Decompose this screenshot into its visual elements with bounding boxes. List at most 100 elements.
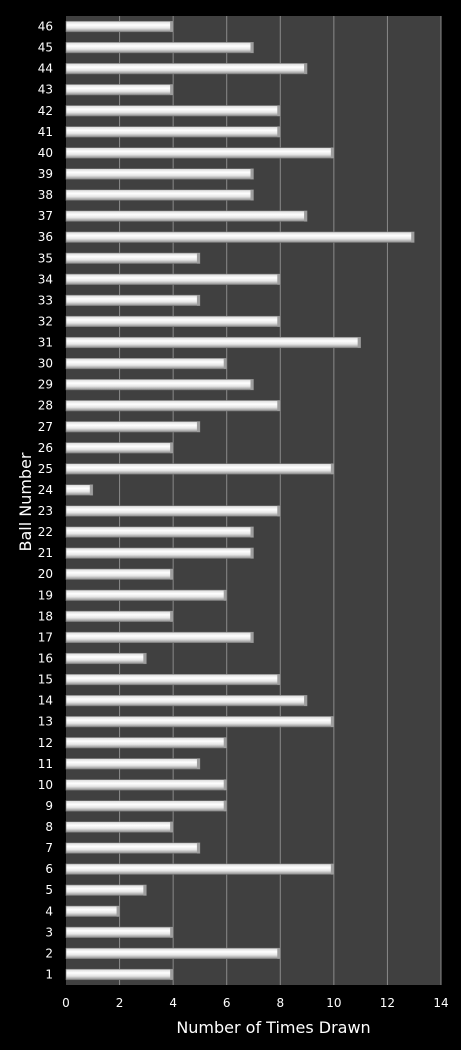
x-tick-label: 8	[276, 996, 284, 1010]
y-tick-label: 3	[45, 925, 53, 939]
bar-end-ball-22	[250, 526, 254, 538]
bar-ball-4	[65, 905, 120, 917]
y-tick-label: 15	[38, 673, 53, 687]
bar-end-ball-13	[330, 716, 334, 727]
bar-end-ball-2	[277, 948, 281, 959]
y-tick-label: 31	[38, 336, 53, 350]
plot-area	[66, 16, 441, 985]
y-tick-label: 6	[45, 862, 53, 876]
bar-end-ball-10	[223, 779, 227, 791]
bar-end-ball-12	[223, 737, 227, 749]
bar-end-ball-25	[330, 463, 334, 475]
bar-ball-15	[65, 673, 281, 686]
y-tick-label: 46	[38, 20, 53, 34]
bar-end-ball-8	[170, 821, 174, 833]
bar-end-ball-31	[357, 337, 361, 348]
bar-ball-32	[65, 315, 281, 328]
y-tick-label: 22	[38, 525, 53, 539]
bar-end-ball-35	[196, 252, 200, 264]
bar-ball-25	[65, 463, 335, 475]
bar-end-ball-33	[196, 295, 200, 306]
y-tick-label: 45	[38, 41, 53, 55]
bar-end-ball-39	[250, 168, 254, 180]
y-tick-label: 34	[38, 272, 53, 286]
x-axis-title: Number of Times Drawn	[176, 1018, 370, 1037]
bar-ball-26	[65, 442, 174, 454]
y-tick-label: 14	[38, 694, 53, 708]
bar-end-ball-27	[196, 421, 200, 433]
y-tick-label: 18	[38, 609, 53, 623]
y-tick-label: 26	[38, 441, 53, 455]
bar-end-ball-37	[304, 210, 308, 222]
y-tick-label: 20	[38, 567, 53, 581]
bar-ball-11	[65, 758, 201, 770]
bar-ball-2	[65, 947, 281, 959]
y-tick-label: 21	[38, 546, 53, 560]
bar-ball-46	[65, 20, 174, 33]
y-tick-label: 8	[45, 820, 53, 834]
y-tick-label: 44	[38, 62, 53, 76]
bar-end-ball-30	[223, 358, 227, 369]
y-tick-label: 43	[38, 83, 53, 97]
bar-end-ball-45	[250, 42, 254, 53]
bar-ball-39	[65, 168, 254, 180]
bar-ball-30	[65, 358, 228, 370]
y-tick-label: 32	[38, 314, 53, 328]
y-axis-title: Ball Number	[16, 452, 35, 551]
bar-end-ball-3	[170, 927, 174, 938]
y-tick-label: 25	[38, 462, 53, 476]
bar-ball-22	[65, 526, 254, 538]
bar-end-ball-43	[170, 84, 174, 95]
bar-ball-20	[65, 568, 174, 580]
bar-ball-10	[65, 779, 228, 791]
bar-ball-16	[65, 652, 147, 665]
bar-end-ball-34	[277, 274, 281, 285]
y-tick-label: 42	[38, 104, 53, 118]
bar-ball-41	[65, 126, 281, 138]
bar-end-ball-17	[250, 632, 254, 643]
y-tick-label: 12	[38, 736, 53, 750]
bar-ball-18	[65, 610, 174, 622]
y-axis-ticks: 1234567891011121314151617181920212223242…	[38, 20, 53, 982]
bar-ball-17	[65, 631, 254, 643]
bar-ball-40	[65, 147, 335, 159]
bar-end-ball-18	[170, 611, 174, 622]
bar-end-ball-29	[250, 379, 254, 390]
bar-end-ball-41	[277, 126, 281, 138]
y-tick-label: 2	[45, 946, 53, 960]
bar-end-ball-40	[330, 147, 334, 159]
bar-end-ball-36	[411, 231, 415, 243]
bar-ball-9	[65, 800, 228, 812]
bar-ball-28	[65, 400, 281, 412]
bar-ball-19	[65, 589, 228, 601]
bar-ball-38	[65, 189, 254, 201]
y-tick-label: 17	[38, 630, 53, 644]
bar-end-ball-46	[170, 21, 174, 32]
y-tick-label: 19	[38, 588, 53, 602]
bar-ball-33	[65, 294, 201, 306]
bar-end-ball-15	[277, 674, 281, 685]
x-tick-label: 10	[326, 996, 341, 1010]
bar-end-ball-24	[89, 484, 93, 496]
bar-ball-27	[65, 421, 201, 433]
y-tick-label: 9	[45, 799, 53, 813]
y-tick-label: 7	[45, 841, 53, 855]
bar-ball-42	[65, 105, 281, 117]
y-tick-label: 36	[38, 230, 53, 244]
bar-end-ball-7	[196, 842, 200, 854]
bar-end-ball-26	[170, 442, 174, 454]
bar-end-ball-11	[196, 758, 200, 770]
bar-ball-3	[65, 926, 174, 938]
bar-ball-24	[65, 484, 94, 496]
bar-end-ball-1	[170, 969, 174, 980]
bar-end-ball-20	[170, 568, 174, 580]
bar-ball-13	[65, 716, 335, 728]
x-tick-label: 14	[433, 996, 448, 1010]
bar-end-ball-44	[304, 63, 308, 74]
bar-end-ball-6	[330, 863, 334, 875]
bar-end-ball-38	[250, 189, 254, 201]
bar-end-ball-21	[250, 547, 254, 559]
y-tick-label: 37	[38, 209, 53, 223]
bar-ball-35	[65, 252, 201, 264]
